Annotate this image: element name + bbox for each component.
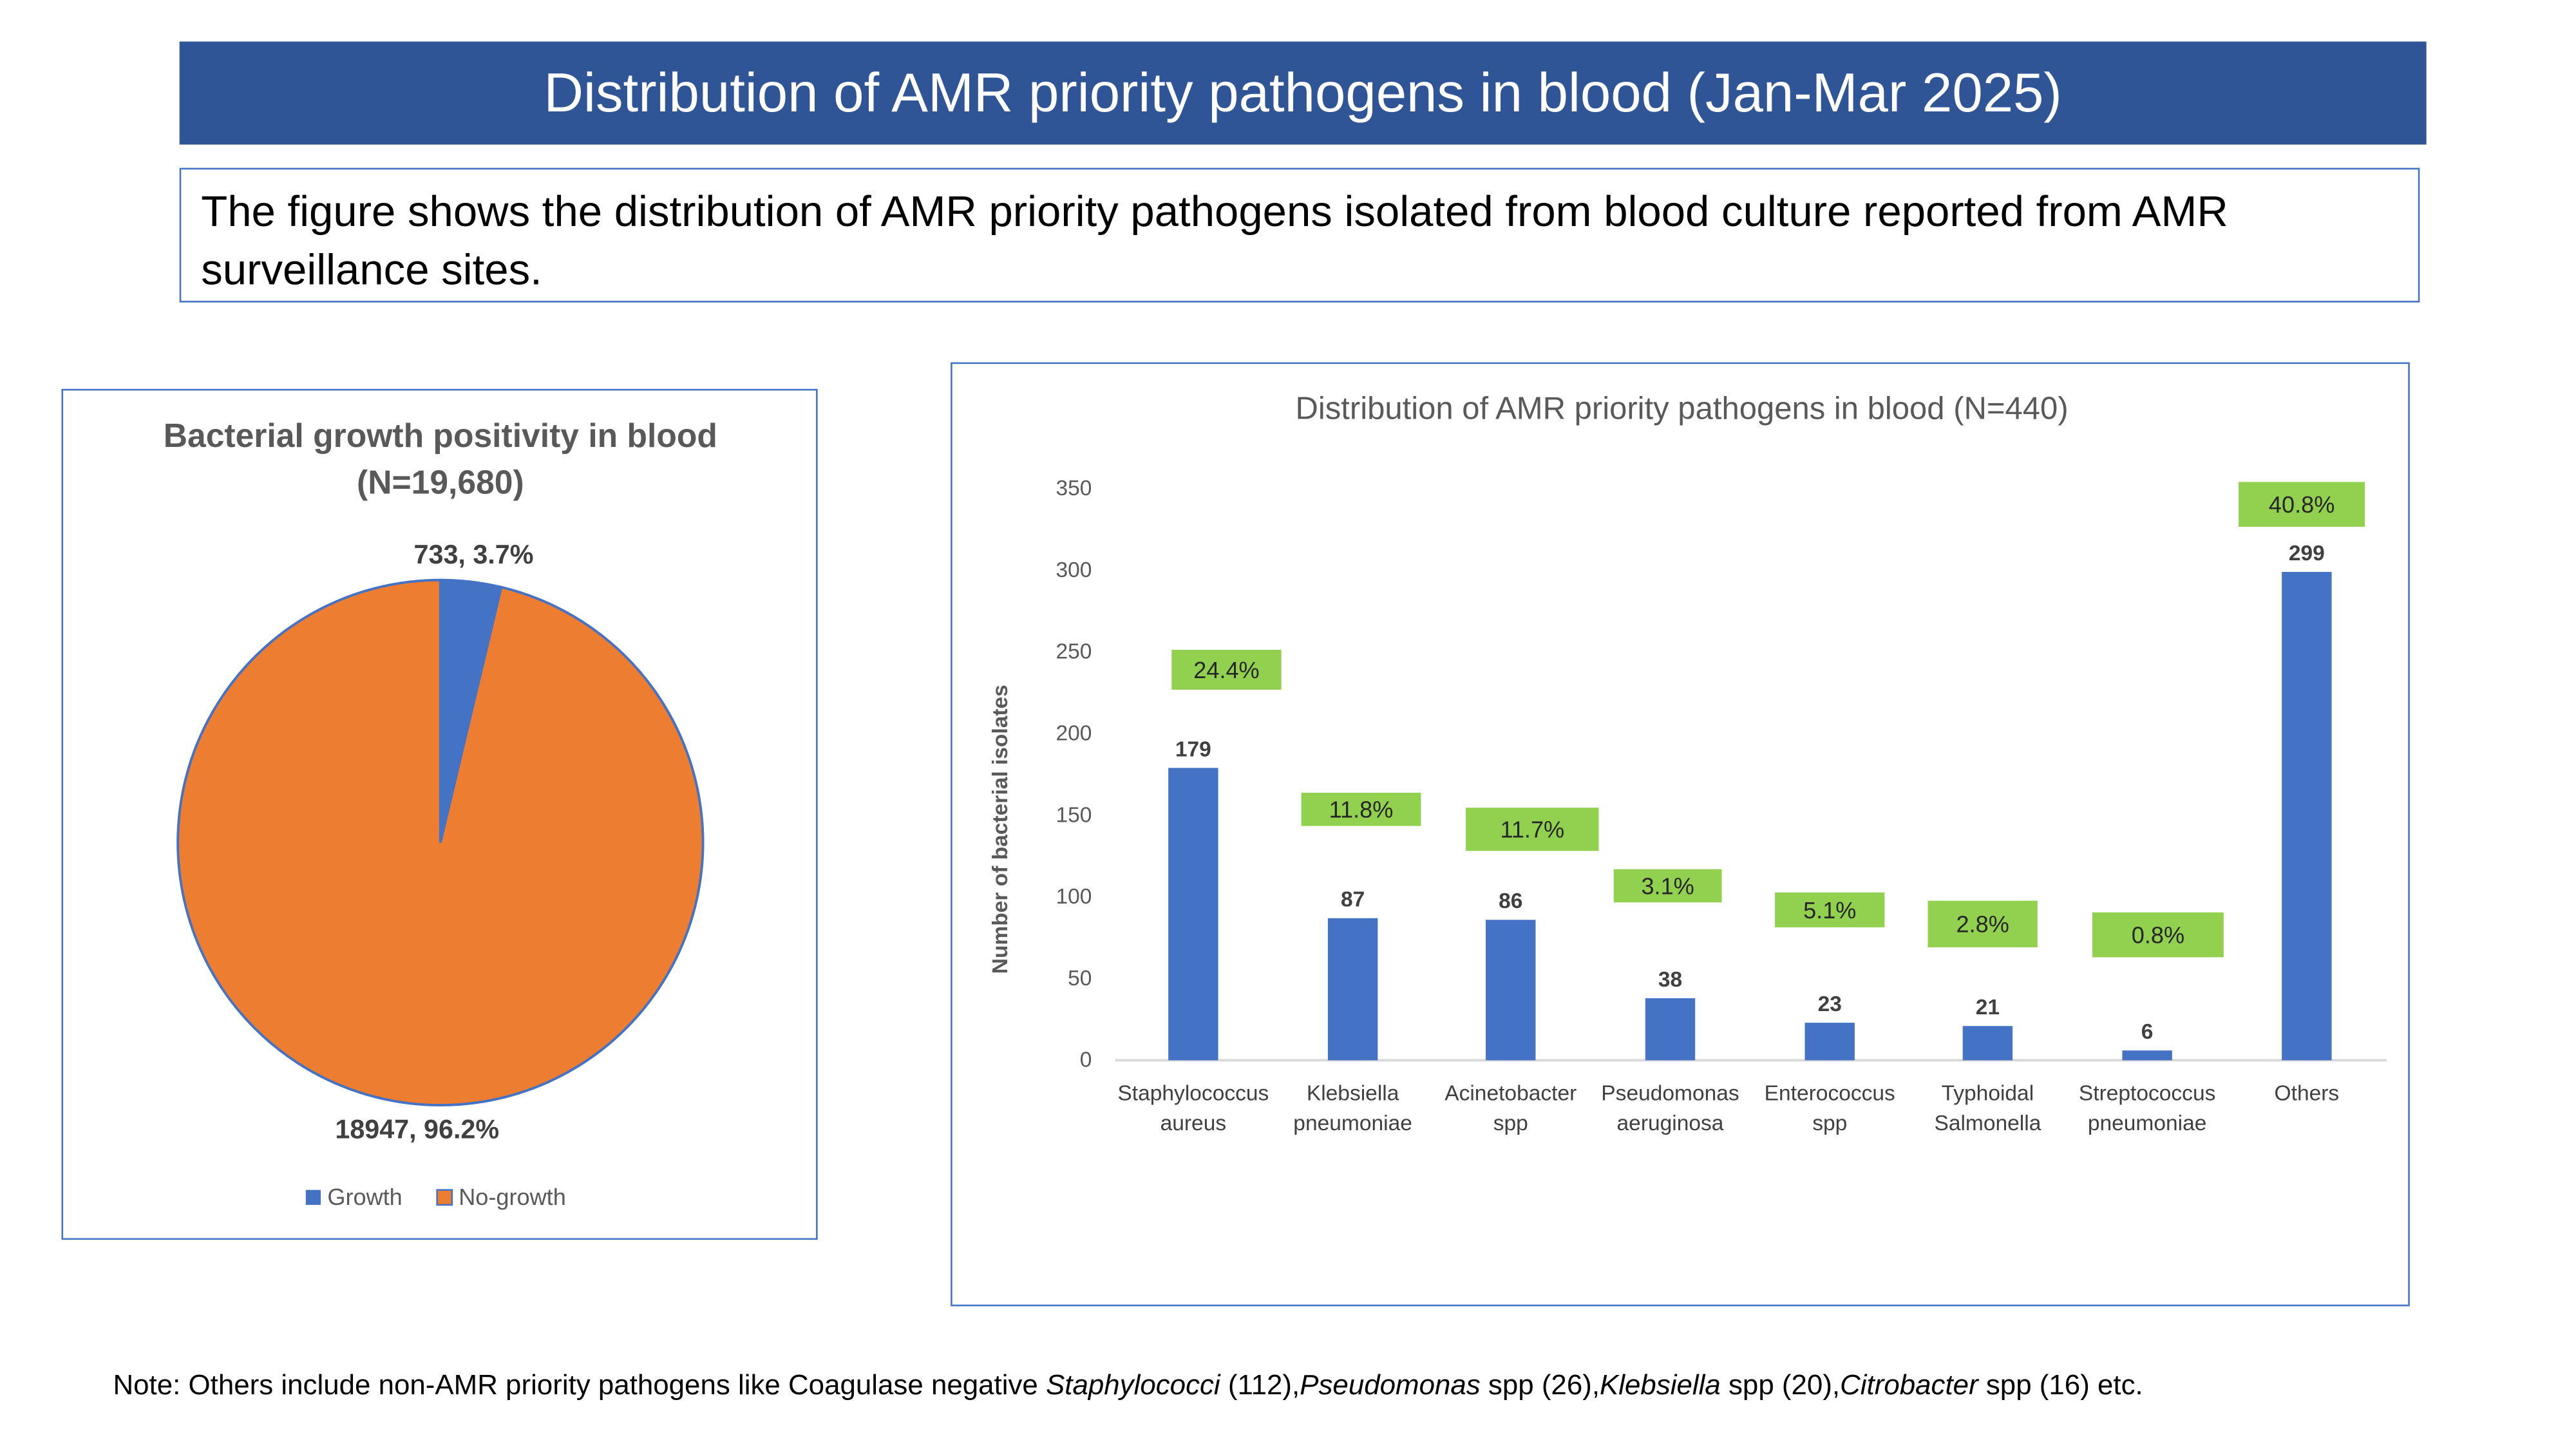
bar	[1804, 1023, 1855, 1061]
description-box: The figure shows the distribution of AMR…	[179, 167, 2420, 303]
y-tick-label: 350	[1056, 477, 1092, 500]
footnote: Note: Others include non-AMR priority pa…	[113, 1369, 2143, 1403]
note-text: spp (26),	[1480, 1369, 1600, 1401]
percent-label: 24.4%	[1193, 657, 1259, 683]
percent-label-box	[2092, 912, 2224, 958]
percent-label: 0.8%	[2132, 922, 2184, 948]
note-italic: Staphylococci	[1046, 1369, 1220, 1401]
x-category-label: Typhoidal	[1942, 1081, 2034, 1105]
bar	[1168, 768, 1218, 1061]
bar-value-label: 6	[2141, 1020, 2154, 1044]
bar-value-label: 87	[1341, 888, 1365, 912]
y-axis-label: Number of bacterial isolates	[989, 685, 1012, 974]
x-category-label: Streptococcus	[2079, 1081, 2215, 1105]
bar-value-label: 21	[1976, 996, 2000, 1019]
pie-label-growth: 733, 3.7%	[414, 540, 534, 569]
x-category-label: Staphylococcus	[1117, 1081, 1269, 1105]
bar-chart-title: Distribution of AMR priority pathogens i…	[1295, 391, 2068, 426]
y-tick-label: 250	[1056, 640, 1092, 664]
legend-growth: Growth	[327, 1184, 402, 1210]
note-text: spp (20),	[1720, 1369, 1841, 1401]
pie-label-no-growth: 18947, 96.2%	[335, 1115, 499, 1144]
bar	[1327, 918, 1378, 1061]
bar-value-label: 86	[1499, 889, 1522, 913]
bar	[1962, 1026, 2013, 1061]
pie-chart: Bacterial growth positivity in blood (N=…	[164, 417, 717, 1210]
note-italic: Pseudomonas	[1300, 1369, 1481, 1401]
pie-chart-panel: Bacterial growth positivity in blood (N=…	[61, 388, 818, 1240]
y-tick-label: 50	[1068, 967, 1092, 990]
x-category-label: spp	[1493, 1112, 1528, 1135]
x-category-label: Enterococcus	[1765, 1081, 1895, 1105]
bar	[2122, 1050, 2172, 1061]
bar-value-label: 38	[1658, 968, 1682, 992]
percent-label-box	[1613, 869, 1722, 903]
bar	[2282, 572, 2332, 1061]
note-text: (112),	[1220, 1369, 1300, 1401]
percent-label-box	[1466, 808, 1599, 851]
pie-slice-no-growth	[176, 578, 705, 1106]
x-category-label: aureus	[1160, 1112, 1227, 1135]
note-italic: Citrobacter	[1840, 1369, 1978, 1401]
x-category-label: pneumoniae	[1293, 1112, 1412, 1135]
percent-label: 2.8%	[1956, 911, 2009, 938]
percent-label: 11.8%	[1329, 797, 1394, 823]
note-italic: Klebsiella	[1600, 1369, 1721, 1401]
percent-label-box	[1171, 650, 1282, 690]
pie-title-line2: (N=19,680)	[357, 463, 524, 500]
bar-chart: Distribution of AMR priority pathogens i…	[989, 391, 2387, 1135]
x-category-label: spp	[1812, 1112, 1847, 1135]
y-tick-label: 150	[1056, 803, 1092, 827]
bar-value-label: 179	[1175, 737, 1211, 761]
x-category-label: Pseudomonas	[1601, 1081, 1739, 1105]
percent-label-box	[1775, 892, 1885, 927]
x-category-label: Others	[2275, 1081, 2340, 1105]
percent-label-box	[1301, 792, 1421, 826]
y-tick-label: 300	[1056, 558, 1092, 582]
percent-label: 3.1%	[1641, 873, 1694, 899]
y-tick-label: 200	[1056, 721, 1092, 745]
x-category-label: Klebsiella	[1307, 1081, 1399, 1105]
x-category-label: Salmonella	[1934, 1112, 2041, 1135]
percent-label: 11.7%	[1500, 817, 1564, 843]
x-category-label: pneumoniae	[2088, 1112, 2207, 1135]
x-category-label: aeruginosa	[1617, 1112, 1724, 1135]
percent-label: 40.8%	[2269, 491, 2334, 518]
note-text: spp (16) etc.	[1978, 1369, 2143, 1401]
bar	[1486, 920, 1536, 1061]
note-text: Note: Others include non-AMR priority pa…	[113, 1369, 1046, 1401]
pie-title-line1: Bacterial growth positivity in blood	[164, 417, 717, 454]
bar-value-label: 23	[1818, 992, 1842, 1016]
bar	[1645, 998, 1696, 1061]
x-category-label: Acinetobacter	[1444, 1081, 1577, 1105]
bar-chart-panel: Distribution of AMR priority pathogens i…	[951, 362, 2410, 1307]
legend-swatch-growth	[305, 1189, 321, 1205]
y-tick-label: 0	[1080, 1048, 1092, 1072]
legend-no-growth: No-growth	[459, 1184, 566, 1210]
percent-label-box	[1927, 900, 2038, 947]
percent-label: 5.1%	[1803, 897, 1856, 923]
page-title: Distribution of AMR priority pathogens i…	[179, 41, 2427, 145]
percent-label-box	[2239, 482, 2365, 527]
bar-value-label: 299	[2289, 542, 2325, 565]
legend-swatch-no-growth	[436, 1189, 453, 1206]
y-tick-label: 100	[1056, 885, 1092, 909]
